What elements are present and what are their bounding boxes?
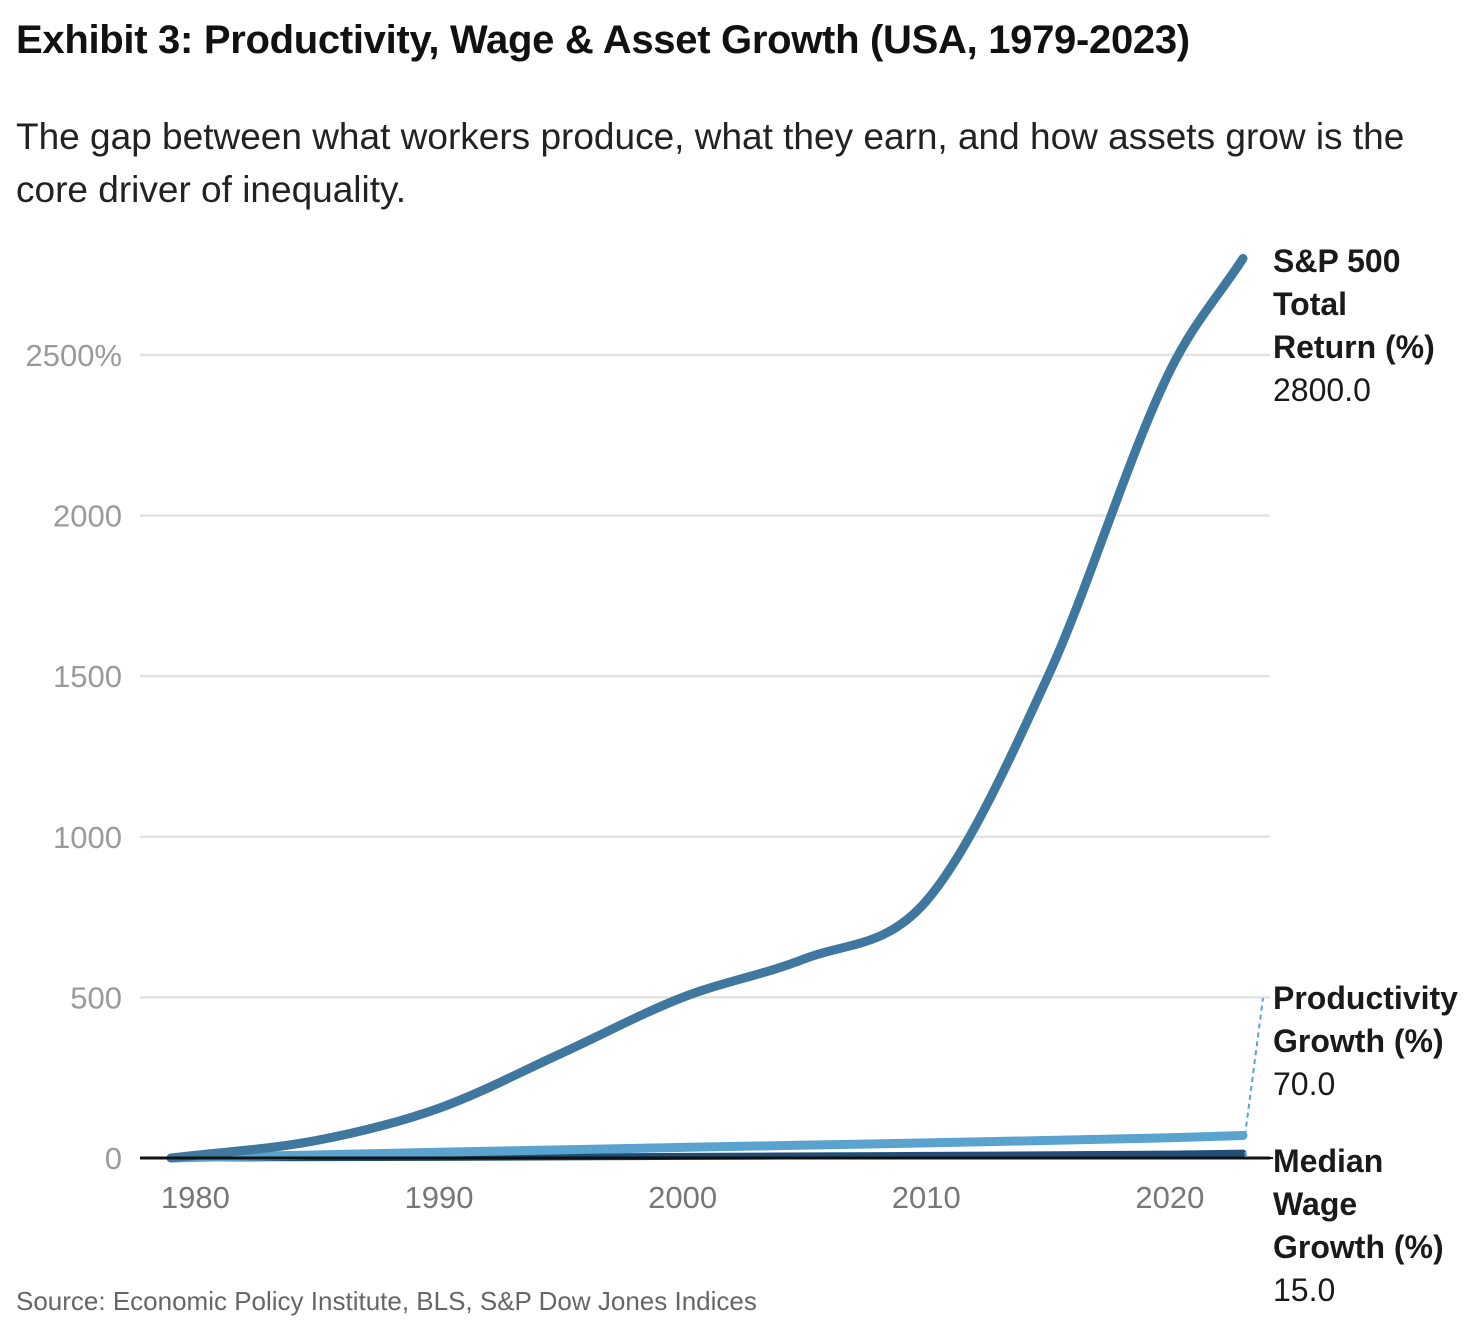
y-tick-label: 2000 <box>53 499 122 534</box>
series-end-value: 15.0 <box>1273 1272 1335 1308</box>
x-tick-label: 1990 <box>405 1180 474 1215</box>
series-label-name: Median <box>1273 1143 1383 1179</box>
y-axis-ticks: 0 500 1000 1500 2000 2500% <box>25 338 122 1176</box>
x-tick-label: 2020 <box>1135 1180 1204 1215</box>
series-label-name: Total <box>1273 286 1347 322</box>
series-label-name: Productivity <box>1273 980 1458 1016</box>
source-note: Source: Economic Policy Institute, BLS, … <box>16 1286 757 1316</box>
series-end-value: 2800.0 <box>1273 372 1371 408</box>
chart-title: Exhibit 3: Productivity, Wage & Asset Gr… <box>16 18 1190 62</box>
series-label-name: Return (%) <box>1273 329 1435 365</box>
series-label: S&P 500 Total Return (%) 2800.0 <box>1273 243 1435 408</box>
y-tick-label: 2500% <box>25 338 122 373</box>
series-label-name: Growth (%) <box>1273 1023 1444 1059</box>
y-tick-label: 1000 <box>53 820 122 855</box>
series-label-name: Growth (%) <box>1273 1229 1444 1265</box>
series-label: Median Wage Growth (%) 15.0 <box>1273 1143 1444 1308</box>
series-label-name: Wage <box>1273 1186 1357 1222</box>
chart-subtitle: The gap between what workers produce, wh… <box>16 116 1405 210</box>
leader-line-productivity <box>1244 997 1264 1136</box>
series-label: Productivity Growth (%) 70.0 <box>1273 980 1458 1102</box>
series-label-name: S&P 500 <box>1273 243 1401 279</box>
x-tick-label: 2010 <box>892 1180 961 1215</box>
gridlines <box>140 353 1270 999</box>
y-tick-label: 1500 <box>53 659 122 694</box>
x-axis-ticks: 1980 1990 2000 2010 2020 <box>161 1180 1205 1215</box>
series-labels: S&P 500 Total Return (%) 2800.0 Productivity… <box>1244 243 1458 1308</box>
y-tick-label: 500 <box>70 980 122 1015</box>
x-tick-label: 1980 <box>161 1180 230 1215</box>
series-end-value: 70.0 <box>1273 1066 1335 1102</box>
series-line-productivity-growth <box>166 1131 1248 1163</box>
series-lines <box>166 254 1248 1163</box>
x-tick-label: 2000 <box>648 1180 717 1215</box>
leader-line-median-wage <box>1244 1151 1248 1159</box>
series-line-s-p-500-total-return <box>166 254 1248 1163</box>
y-tick-label: 0 <box>105 1141 122 1176</box>
